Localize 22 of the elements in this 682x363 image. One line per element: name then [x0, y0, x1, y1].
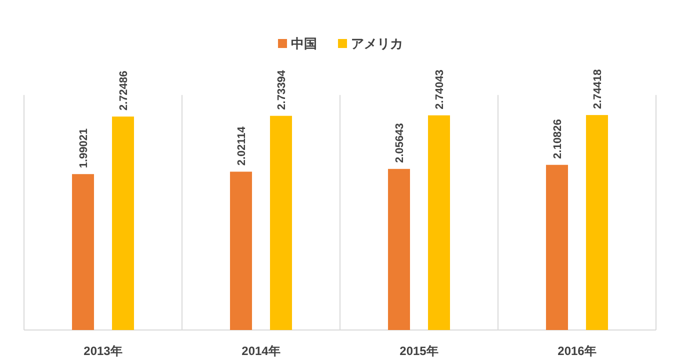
- data-label: 2.05643: [394, 123, 406, 163]
- bar: [72, 174, 94, 330]
- x-tick-label: 2016年: [558, 344, 596, 358]
- data-label: 1.99021: [78, 128, 90, 168]
- bar: [112, 116, 134, 330]
- legend-label: アメリカ: [351, 36, 403, 51]
- data-label: 2.02114: [236, 126, 248, 166]
- bar: [428, 115, 450, 330]
- bar: [270, 116, 292, 330]
- bar: [586, 115, 608, 330]
- bar: [546, 164, 568, 330]
- bar: [388, 168, 410, 330]
- x-tick-label: 2014年: [242, 344, 280, 358]
- legend-label: 中国: [291, 36, 317, 51]
- data-label: 2.73394: [276, 69, 288, 110]
- x-tick-label: 2013年: [84, 344, 122, 358]
- data-label: 2.72486: [118, 70, 130, 111]
- data-label: 2.74043: [434, 70, 446, 110]
- x-tick-label: 2015年: [400, 344, 438, 358]
- data-label: 2.74418: [592, 69, 604, 110]
- bar: [230, 172, 252, 330]
- data-label: 2.10826: [552, 119, 564, 159]
